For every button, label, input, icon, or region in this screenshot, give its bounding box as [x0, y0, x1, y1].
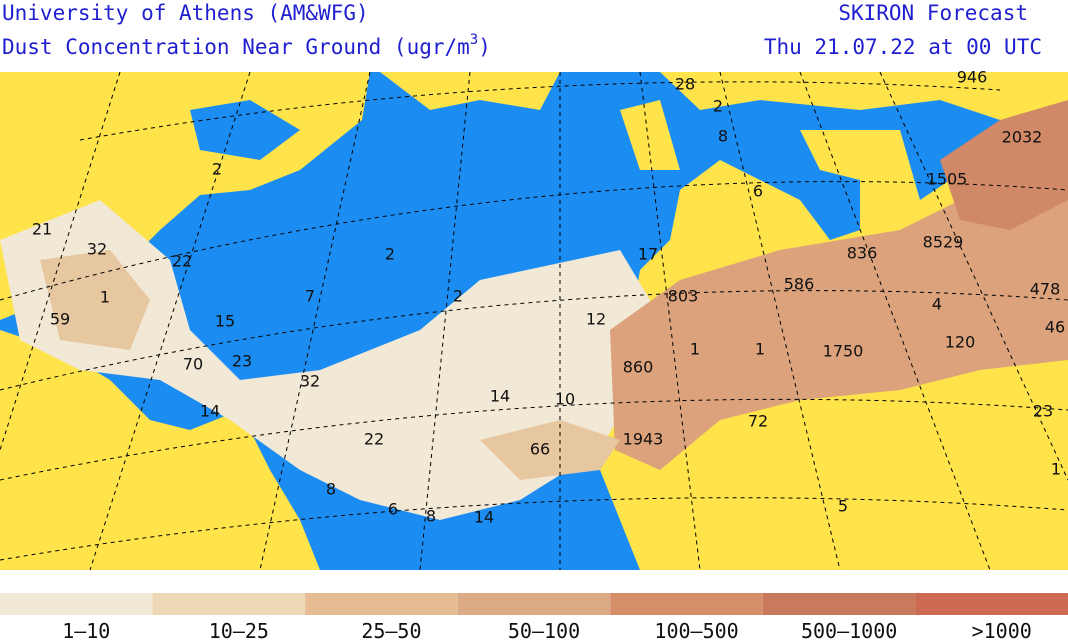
map-label: 8	[718, 127, 728, 146]
subtitle-text: Dust Concentration Near Ground (ugr/m	[2, 35, 470, 59]
map-label: 120	[945, 333, 976, 352]
superscript: 3	[470, 32, 478, 48]
map-label: 14	[474, 508, 494, 527]
map-label: 2	[385, 245, 395, 264]
legend-label: 100–500	[654, 619, 738, 642]
map-label: 1	[755, 340, 765, 359]
map-label: 66	[530, 440, 550, 459]
map-label: 23	[232, 352, 252, 371]
map-label: 12	[586, 310, 606, 329]
map-label: 2	[713, 97, 723, 116]
map-label: 46	[1045, 318, 1065, 337]
map-label: 2	[212, 160, 222, 179]
forecast-title: SKIRON Forecast	[838, 1, 1028, 25]
map-label: 14	[490, 387, 510, 406]
legend-label: 25–50	[361, 619, 421, 642]
map-label: 860	[623, 358, 654, 377]
map-label: 1505	[927, 170, 968, 189]
map-label: 5	[838, 497, 848, 516]
legend-swatch	[0, 593, 153, 615]
map-label: 478	[1030, 280, 1061, 299]
map-label: 4	[932, 295, 942, 314]
map-label: 1	[100, 288, 110, 307]
map-label: 22	[172, 252, 192, 271]
graticule	[0, 71, 1068, 571]
legend-swatch	[152, 593, 306, 615]
map-label: 586	[784, 275, 815, 294]
map-label: 59	[50, 310, 70, 329]
legend: 1–10 10–25 25–50 50–100 100–500 500–1000 >1000	[0, 593, 1068, 642]
dust-mexico	[40, 250, 150, 350]
legend-label: 1–10	[62, 619, 110, 642]
legend-label: 500–1000	[801, 619, 897, 642]
map-label: 836	[847, 244, 878, 263]
map-label: 23	[1033, 402, 1053, 421]
map-label: 28	[675, 75, 695, 94]
legend-label: 50–100	[508, 619, 580, 642]
dust-sahara	[610, 140, 1068, 470]
forecast-time: Thu 21.07.22 at 00 UTC	[764, 35, 1042, 59]
legend-swatch	[305, 593, 458, 615]
map	[0, 71, 1068, 571]
map-label: 32	[300, 372, 320, 391]
title: University of Athens (AM&WFG)	[2, 1, 369, 25]
legend-label: 10–25	[209, 619, 269, 642]
legend-swatch	[762, 593, 916, 615]
map-label: 803	[668, 287, 699, 306]
map-label: 8529	[923, 233, 964, 252]
map-label: 17	[638, 245, 658, 264]
map-label: 15	[215, 312, 235, 331]
map-label: 1	[690, 340, 700, 359]
dust-middle-east	[940, 100, 1068, 230]
british-isles	[620, 100, 680, 170]
map-label: 2032	[1002, 128, 1043, 147]
map-label: 72	[748, 412, 768, 431]
subtitle-end: )	[478, 35, 491, 59]
map-label: 10	[555, 390, 575, 409]
map-label: 22	[364, 430, 384, 449]
great-lakes	[190, 100, 300, 160]
map-label: 8	[426, 507, 436, 526]
map-label: 946	[957, 68, 988, 87]
map-label: 1750	[823, 342, 864, 361]
legend-swatch	[457, 593, 611, 615]
map-label: 70	[183, 355, 203, 374]
map-label: 6	[388, 500, 398, 519]
subtitle: Dust Concentration Near Ground (ugr/m3)	[2, 32, 491, 59]
legend-swatch	[610, 593, 763, 615]
legend-swatch	[915, 593, 1068, 615]
map-label: 6	[753, 182, 763, 201]
map-label: 8	[326, 480, 336, 499]
map-label: 32	[87, 240, 107, 259]
legend-label: >1000	[972, 619, 1032, 642]
map-label: 21	[32, 220, 52, 239]
map-label: 7	[305, 287, 315, 306]
dust-band	[480, 420, 620, 480]
greenland	[380, 72, 560, 110]
map-label: 14	[200, 402, 220, 421]
map-label: 2	[453, 287, 463, 306]
map-label: 1943	[623, 430, 664, 449]
map-label: 1	[1051, 460, 1061, 479]
